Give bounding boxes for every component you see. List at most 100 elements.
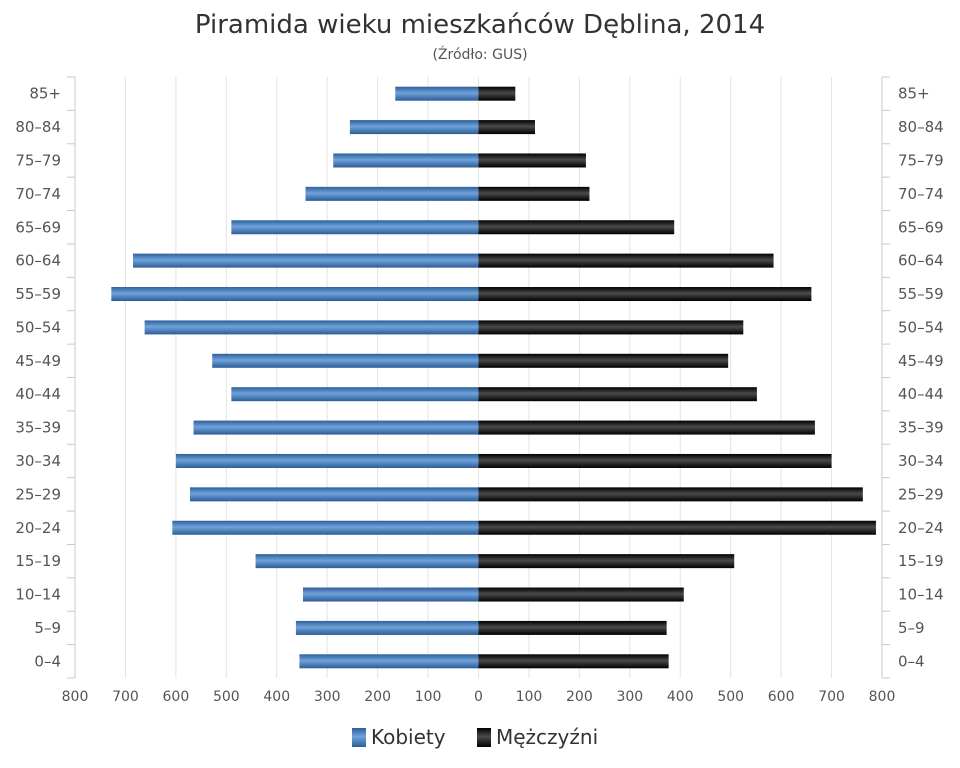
y-tick-label-right: 0–4	[898, 652, 925, 670]
y-tick-label-right: 25–29	[898, 485, 944, 503]
y-tick-label-right: 60–64	[898, 252, 944, 270]
x-tick-label: 100	[516, 689, 543, 705]
y-tick-label-right: 15–19	[898, 552, 944, 570]
x-tick-label: 400	[263, 689, 290, 705]
bar-mezczyzni[interactable]	[478, 353, 729, 368]
legend-item-mezczyzni[interactable]: Mężczyźni	[477, 725, 598, 749]
y-tick-label-left: 65–69	[15, 218, 61, 236]
bar-mezczyzni[interactable]	[478, 387, 757, 402]
y-tick-label-left: 50–54	[15, 318, 61, 336]
y-tick-label-left: 60–64	[15, 252, 61, 270]
y-tick-label-right: 10–14	[898, 586, 944, 604]
bar-kobiety[interactable]	[175, 453, 479, 468]
legend-swatch	[352, 728, 366, 747]
bar-kobiety[interactable]	[231, 387, 479, 402]
bar-mezczyzni[interactable]	[478, 487, 863, 502]
y-tick-label-left: 20–24	[15, 519, 61, 537]
bar-kobiety[interactable]	[133, 253, 479, 268]
x-tick-label: 300	[314, 689, 341, 705]
x-tick-label: 600	[768, 689, 795, 705]
bar-kobiety[interactable]	[144, 320, 479, 335]
bar-kobiety[interactable]	[349, 120, 479, 135]
legend[interactable]: Kobiety Mężczyźni	[352, 725, 598, 749]
bar-mezczyzni[interactable]	[478, 186, 590, 201]
x-tick-label: 200	[566, 689, 593, 705]
bar-kobiety[interactable]	[299, 654, 479, 669]
x-tick-label: 700	[818, 689, 845, 705]
y-tick-label-left: 0–4	[34, 652, 61, 670]
bar-kobiety[interactable]	[302, 587, 479, 602]
x-tick-label: 600	[163, 689, 190, 705]
bar-mezczyzni[interactable]	[478, 453, 832, 468]
bar-kobiety[interactable]	[231, 220, 479, 235]
x-tick-label: 100	[415, 689, 442, 705]
bar-mezczyzni[interactable]	[478, 287, 812, 302]
bar-mezczyzni[interactable]	[478, 153, 586, 168]
y-tick-label-left: 35–39	[15, 419, 61, 437]
bar-mezczyzni[interactable]	[478, 320, 744, 335]
y-tick-label-left: 45–49	[15, 352, 61, 370]
y-tick-label-left: 55–59	[15, 285, 61, 303]
y-tick-label-right: 55–59	[898, 285, 944, 303]
y-tick-label-right: 35–39	[898, 419, 944, 437]
y-tick-label-left: 70–74	[15, 185, 61, 203]
bars	[111, 86, 876, 669]
y-tick-label-right: 30–34	[898, 452, 944, 470]
y-tick-label-right: 75–79	[898, 151, 944, 169]
x-tick-label: 500	[717, 689, 744, 705]
x-tick-label: 500	[213, 689, 240, 705]
x-tick-label: 800	[869, 689, 896, 705]
y-tick-label-right: 40–44	[898, 385, 944, 403]
x-tick-label: 300	[616, 689, 643, 705]
bar-mezczyzni[interactable]	[478, 554, 735, 569]
x-tick-label: 200	[364, 689, 391, 705]
bar-kobiety[interactable]	[333, 153, 479, 168]
bar-mezczyzni[interactable]	[478, 220, 675, 235]
bar-kobiety[interactable]	[189, 487, 479, 502]
x-axis-ticks: 800 700 600 500 400 300 200 100 0 100 200 300 400 500…	[62, 689, 896, 705]
y-tick-label-right: 5–9	[898, 619, 925, 637]
bar-mezczyzni[interactable]	[478, 587, 684, 602]
y-tick-label-left: 30–34	[15, 452, 61, 470]
y-tick-label-left: 40–44	[15, 385, 61, 403]
y-tick-label-left: 10–14	[15, 586, 61, 604]
y-tick-label-right: 70–74	[898, 185, 944, 203]
bar-mezczyzni[interactable]	[478, 620, 667, 635]
bar-kobiety[interactable]	[111, 287, 479, 302]
bar-kobiety[interactable]	[255, 554, 479, 569]
y-tick-label-right: 85+	[898, 85, 930, 103]
bar-kobiety[interactable]	[193, 420, 479, 435]
legend-label: Kobiety	[371, 725, 446, 749]
y-tick-label-right: 65–69	[898, 218, 944, 236]
y-tick-label-right: 45–49	[898, 352, 944, 370]
bar-kobiety[interactable]	[295, 620, 479, 635]
x-tick-label: 800	[62, 689, 89, 705]
y-tick-label-left: 80–84	[15, 118, 61, 136]
chart-subtitle: (Źródło: GUS)	[432, 45, 527, 63]
axes: 85+ 85+ 80–84 80–84 75–79 75–79 70–74 70–74 65–6…	[15, 76, 944, 679]
legend-swatch	[477, 728, 491, 747]
y-tick-label-left: 85+	[29, 85, 61, 103]
legend-item-kobiety[interactable]: Kobiety	[352, 725, 446, 749]
y-tick-label-left: 15–19	[15, 552, 61, 570]
bar-mezczyzni[interactable]	[478, 654, 669, 669]
bar-mezczyzni[interactable]	[478, 253, 774, 268]
bar-kobiety[interactable]	[305, 186, 479, 201]
bar-mezczyzni[interactable]	[478, 420, 815, 435]
bar-mezczyzni[interactable]	[478, 520, 876, 535]
bar-kobiety[interactable]	[212, 353, 479, 368]
y-tick-label-left: 75–79	[15, 151, 61, 169]
bar-mezczyzni[interactable]	[478, 120, 535, 135]
y-tick-label-left: 5–9	[34, 619, 61, 637]
x-tick-label: 400	[667, 689, 694, 705]
y-tick-label-left: 25–29	[15, 485, 61, 503]
bar-kobiety[interactable]	[172, 520, 479, 535]
bar-kobiety[interactable]	[395, 86, 479, 101]
bar-mezczyzni[interactable]	[478, 86, 516, 101]
y-tick-label-right: 80–84	[898, 118, 944, 136]
x-tick-label: 700	[112, 689, 139, 705]
chart-title: Piramida wieku mieszkańców Dęblina, 2014	[195, 10, 765, 40]
y-tick-label-right: 20–24	[898, 519, 944, 537]
